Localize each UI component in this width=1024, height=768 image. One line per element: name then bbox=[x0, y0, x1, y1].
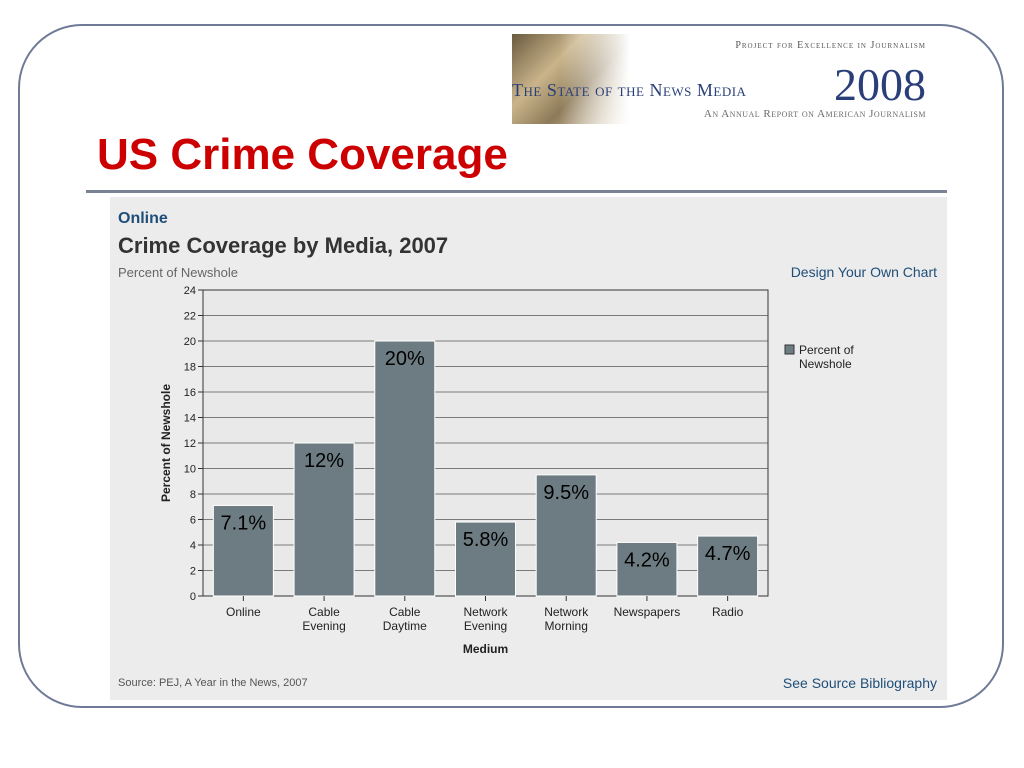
banner-subtitle: An Annual Report on American Journalism bbox=[703, 108, 926, 120]
bar bbox=[374, 340, 436, 597]
data-label: 5.8% bbox=[463, 529, 509, 551]
bar bbox=[697, 535, 759, 597]
x-tick-label: Cable bbox=[308, 605, 340, 619]
y-tick-label: 8 bbox=[190, 489, 196, 501]
source-note: Source: PEJ, A Year in the News, 2007 bbox=[118, 677, 308, 689]
y-axis-label: Percent of Newshole bbox=[159, 384, 173, 502]
x-tick-label: Online bbox=[226, 605, 261, 619]
bar bbox=[535, 474, 597, 597]
y-tick-label: 20 bbox=[184, 336, 196, 348]
y-tick-label: 18 bbox=[184, 362, 196, 374]
slide-title: US Crime Coverage bbox=[97, 130, 508, 179]
x-tick-label: Network bbox=[463, 605, 508, 619]
x-tick-label: Daytime bbox=[383, 619, 427, 633]
y-tick-label: 4 bbox=[190, 540, 196, 552]
slide-frame bbox=[18, 24, 1004, 708]
x-tick-label: Network bbox=[544, 605, 589, 619]
data-label: 9.5% bbox=[543, 482, 589, 504]
data-label: 7.1% bbox=[221, 512, 267, 534]
x-tick-label: Radio bbox=[712, 605, 744, 619]
y-tick-label: 24 bbox=[184, 285, 196, 297]
x-axis-label: Medium bbox=[463, 642, 508, 656]
legend-swatch bbox=[784, 344, 795, 355]
banner-photo bbox=[512, 34, 630, 124]
chart-panel: Online Crime Coverage by Media, 2007 Per… bbox=[110, 197, 947, 700]
x-tick-label: Evening bbox=[464, 619, 507, 633]
y-tick-label: 2 bbox=[190, 566, 196, 578]
legend-label: Newshole bbox=[799, 357, 852, 371]
bar bbox=[293, 442, 355, 597]
y-tick-label: 14 bbox=[184, 413, 196, 425]
section-label: Online bbox=[118, 210, 168, 227]
x-tick-label: Cable bbox=[389, 605, 421, 619]
data-label: 4.7% bbox=[705, 543, 751, 565]
chart-title: Crime Coverage by Media, 2007 bbox=[118, 233, 449, 258]
y-tick-label: 12 bbox=[184, 438, 196, 450]
x-tick-label: Morning bbox=[545, 619, 588, 633]
x-tick-label: Newspapers bbox=[614, 605, 681, 619]
report-banner: Project for Excellence in Journalism The… bbox=[512, 34, 932, 124]
bar bbox=[455, 521, 516, 597]
source-bibliography-link[interactable]: See Source Bibliography bbox=[782, 675, 937, 691]
y-tick-label: 22 bbox=[184, 311, 196, 323]
y-tick-label: 0 bbox=[190, 591, 196, 603]
banner-year: 2008 bbox=[834, 59, 926, 110]
y-tick-label: 10 bbox=[184, 464, 196, 476]
bar-chart: 0246810121416182022247.1%Online12%CableE… bbox=[159, 285, 854, 656]
banner-org: Project for Excellence in Journalism bbox=[735, 40, 926, 51]
data-label: 4.2% bbox=[624, 549, 670, 571]
title-divider bbox=[86, 190, 947, 193]
chart-subtitle: Percent of Newshole bbox=[118, 265, 238, 280]
y-tick-label: 6 bbox=[190, 515, 196, 527]
banner-title: The State of the News Media bbox=[512, 80, 747, 100]
x-tick-label: Evening bbox=[302, 619, 345, 633]
bar bbox=[212, 504, 274, 597]
legend-label: Percent of bbox=[799, 343, 854, 357]
data-label: 12% bbox=[304, 450, 344, 472]
design-chart-link[interactable]: Design Your Own Chart bbox=[790, 264, 937, 280]
y-tick-label: 16 bbox=[184, 387, 196, 399]
data-label: 20% bbox=[385, 348, 425, 370]
